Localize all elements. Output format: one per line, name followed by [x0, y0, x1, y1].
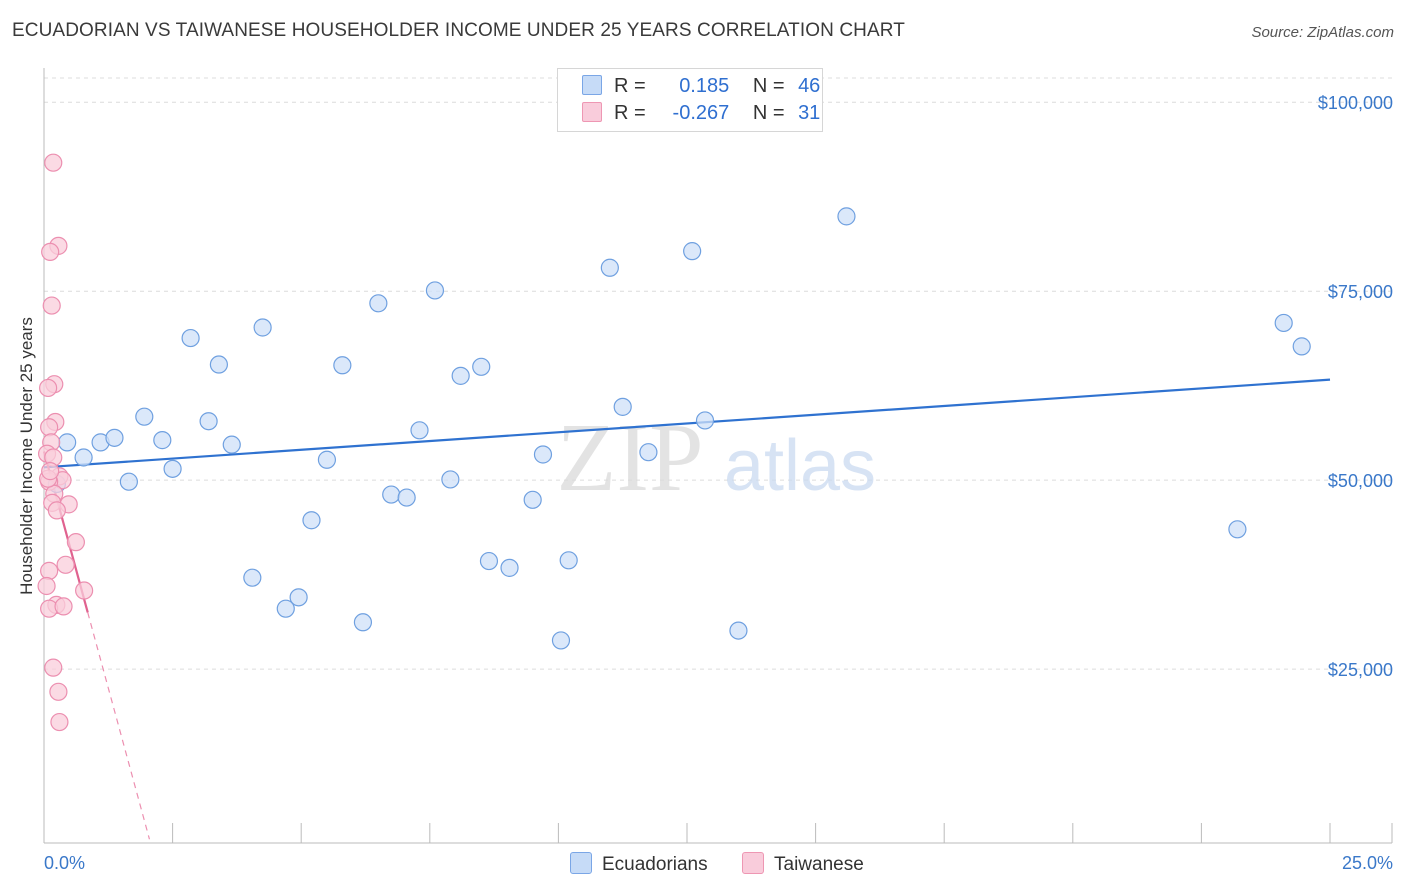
y-axis-label: Householder Income Under 25 years	[17, 317, 36, 595]
legend-item-taiwanese: Taiwanese	[742, 852, 864, 876]
data-point-taiwanese	[66, 533, 85, 552]
data-point-ecuadorian	[353, 613, 373, 632]
legend-swatch-taiwanese	[582, 102, 602, 122]
watermark: ZIP atlas	[557, 404, 877, 512]
source-label: Source: ZipAtlas.com	[1251, 24, 1394, 41]
legend-row-taiwanese: R = -0.267 N = 31	[582, 102, 820, 128]
data-point-taiwanese	[39, 378, 58, 398]
legend-n-value: 31	[798, 102, 821, 124]
data-point-ecuadorian	[425, 281, 445, 300]
data-point-ecuadorian	[500, 558, 519, 577]
y-tick-label: $75,000	[1328, 282, 1393, 302]
data-point-ecuadorian	[533, 445, 553, 464]
x-tick-labels: 0.0% 25.0%	[44, 853, 1393, 873]
data-point-taiwanese	[44, 153, 63, 172]
data-point-taiwanese	[41, 242, 60, 261]
data-point-ecuadorian	[333, 356, 352, 375]
y-tick-label: $100,000	[1318, 93, 1393, 113]
data-point-ecuadorian	[199, 412, 218, 431]
legend-r-value: -0.267	[672, 102, 730, 124]
legend-n-label: N =	[752, 75, 785, 97]
data-point-taiwanese	[40, 561, 59, 580]
legend-r-label: R =	[614, 75, 646, 97]
data-point-taiwanese	[50, 712, 69, 732]
data-point-ecuadorian	[1292, 337, 1311, 356]
data-point-ecuadorian	[729, 621, 748, 640]
data-point-ecuadorian	[441, 470, 460, 489]
data-point-ecuadorian	[163, 459, 182, 478]
data-point-ecuadorian	[683, 242, 702, 261]
data-point-ecuadorian	[153, 431, 172, 450]
data-point-ecuadorian	[209, 355, 228, 374]
data-point-taiwanese	[40, 418, 59, 437]
data-point-ecuadorian	[135, 407, 154, 426]
stats-legend: R = 0.185 N = 46 R = -0.267 N = 31	[557, 68, 823, 132]
legend-swatch-ecuadorians	[582, 75, 602, 95]
data-point-ecuadorian	[472, 357, 491, 376]
data-point-ecuadorian	[451, 366, 470, 385]
legend-r-label: R =	[614, 102, 646, 124]
data-point-ecuadorian	[523, 490, 542, 509]
data-point-taiwanese	[44, 658, 63, 677]
y-tick-labels: $25,000 $50,000 $75,000 $100,000	[1318, 93, 1393, 680]
data-point-ecuadorian	[317, 450, 337, 469]
data-point-ecuadorian	[369, 294, 388, 313]
data-point-ecuadorian	[105, 428, 124, 447]
trendline-ecuadorians	[43, 378, 1331, 469]
data-point-ecuadorian	[181, 328, 200, 348]
x-tick-label: 25.0%	[1342, 853, 1393, 873]
legend-n-label: N =	[752, 102, 785, 124]
data-point-ecuadorian	[289, 588, 308, 607]
trendline-taiwanese-extended	[87, 612, 151, 840]
data-point-taiwanese	[42, 296, 61, 315]
legend-row-ecuadorians: R = 0.185 N = 46	[582, 75, 820, 101]
data-point-taiwanese	[49, 682, 68, 701]
chart-title: ECUADORIAN VS TAIWANESE HOUSEHOLDER INCO…	[12, 20, 905, 41]
data-point-ecuadorian	[382, 485, 401, 504]
data-point-taiwanese	[41, 462, 60, 481]
data-point-ecuadorian	[243, 568, 262, 587]
data-point-ecuadorian	[302, 511, 321, 530]
legend-item-ecuadorians: Ecuadorians	[570, 852, 708, 876]
data-point-ecuadorian	[479, 551, 499, 571]
data-point-taiwanese	[56, 555, 75, 574]
data-point-ecuadorian	[397, 488, 416, 507]
data-point-taiwanese	[54, 597, 73, 616]
y-tick-label: $50,000	[1328, 471, 1393, 491]
data-point-taiwanese	[37, 576, 56, 596]
data-point-ecuadorian	[613, 397, 632, 416]
x-tick-label: 0.0%	[44, 853, 85, 873]
legend-r-value: 0.185	[679, 75, 730, 97]
data-point-ecuadorian	[253, 318, 272, 337]
data-point-ecuadorian	[74, 448, 93, 467]
data-point-ecuadorian	[600, 258, 619, 277]
y-tick-label: $25,000	[1328, 660, 1393, 680]
data-point-ecuadorian	[1228, 520, 1247, 539]
data-point-ecuadorian	[410, 421, 429, 440]
data-point-ecuadorian	[222, 435, 241, 454]
watermark-zip: ZIP	[557, 404, 704, 512]
data-point-ecuadorian	[551, 631, 571, 650]
data-point-ecuadorian	[119, 472, 138, 491]
data-point-ecuadorian	[837, 207, 856, 226]
legend-n-value: 46	[798, 75, 821, 97]
legend-swatch-taiwanese	[742, 852, 764, 874]
data-point-ecuadorian	[695, 411, 715, 430]
legend-label-ecuadorians: Ecuadorians	[602, 854, 708, 875]
watermark-atlas: atlas	[724, 426, 876, 506]
data-point-taiwanese	[47, 501, 66, 520]
data-point-ecuadorian	[58, 433, 77, 452]
data-point-ecuadorian	[276, 599, 295, 618]
data-point-ecuadorian	[1274, 313, 1293, 333]
legend-swatch-ecuadorians	[570, 852, 592, 874]
data-point-taiwanese	[75, 581, 94, 600]
legend-label-taiwanese: Taiwanese	[774, 854, 864, 875]
data-point-ecuadorian	[559, 551, 578, 570]
data-points	[37, 112, 1311, 732]
axes	[43, 68, 1393, 844]
data-point-ecuadorian	[639, 443, 658, 462]
